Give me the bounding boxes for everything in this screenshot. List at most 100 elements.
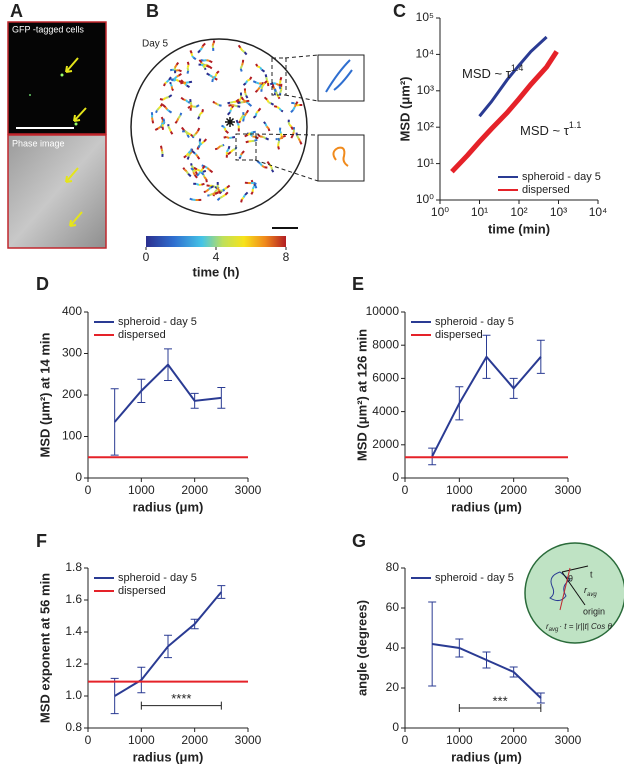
track-segment	[242, 118, 245, 122]
track-segment	[236, 122, 240, 126]
track-segment	[178, 73, 182, 77]
track-segment	[189, 101, 193, 106]
x-tick-label: 3000	[235, 483, 262, 497]
track-segment	[227, 151, 232, 156]
track-segment	[187, 132, 192, 136]
y-axis-label: MSD (μm²) at 126 min	[354, 329, 369, 461]
track-segment	[197, 116, 201, 120]
track-segment	[185, 99, 189, 103]
track-segment	[252, 135, 256, 138]
panel-label: F	[36, 531, 47, 551]
track-segment	[209, 169, 214, 174]
track-segment	[246, 78, 251, 82]
track-segment	[213, 188, 218, 193]
y-tick-label: 80	[386, 560, 400, 574]
track-segment	[287, 122, 291, 126]
error-bar	[217, 585, 226, 599]
track-segment	[226, 136, 230, 139]
track-segment	[235, 98, 240, 103]
track-segment	[238, 156, 242, 160]
x-tick-label: 3000	[555, 733, 582, 747]
track-segment	[222, 143, 225, 147]
track-segment	[178, 69, 182, 73]
track-segment	[241, 49, 246, 53]
error-bar	[164, 348, 172, 381]
track-segment	[261, 68, 266, 73]
track-segment	[169, 81, 172, 85]
error-bar	[164, 634, 172, 659]
track-segment	[187, 172, 192, 178]
panel-label: C	[393, 1, 406, 21]
cell	[29, 94, 31, 96]
track-segment	[280, 109, 284, 113]
legend-label: dispersed	[435, 329, 483, 341]
track-segment	[187, 153, 192, 157]
error-bar	[509, 377, 518, 399]
track-segment	[268, 101, 272, 105]
track-segment	[226, 184, 231, 189]
y-tick-label: 2000	[372, 437, 399, 451]
error-bar	[190, 618, 199, 630]
track-segment	[186, 84, 190, 88]
track-segment	[214, 191, 219, 195]
track-segment	[173, 75, 178, 81]
track-segment	[229, 101, 234, 104]
x-tick-label: 10²	[510, 205, 527, 219]
annotation: MSD ~ τ1.1	[520, 120, 581, 138]
error-bar	[482, 651, 491, 669]
panel-label: B	[146, 1, 159, 21]
track-segment	[162, 118, 166, 122]
track-segment	[208, 65, 213, 70]
track-segment	[229, 109, 232, 113]
track-segment	[234, 104, 238, 108]
cell	[74, 122, 78, 126]
track-segment	[205, 188, 210, 193]
track-segment	[293, 103, 297, 108]
x-tick-label: 3000	[235, 733, 262, 747]
track-segment	[195, 182, 200, 186]
arrow	[69, 211, 83, 227]
inset-text: r	[584, 585, 588, 595]
inset-text: · t = |r||t| Cos θ	[559, 622, 612, 631]
x-tick-label: 0	[85, 733, 92, 747]
track-segment	[186, 156, 190, 160]
track-segment	[160, 148, 164, 152]
track-segment	[279, 89, 283, 94]
track-segment	[174, 120, 178, 124]
legend-label: spheroid - day 5	[435, 572, 514, 584]
track-segment	[250, 191, 254, 195]
colorbar-tick-label: 8	[283, 250, 290, 264]
track-segment	[279, 135, 284, 140]
colorbar-label: time (h)	[193, 264, 240, 279]
track-segment	[173, 64, 178, 69]
x-tick-label: 10⁴	[589, 205, 608, 219]
x-tick-label: 2000	[500, 483, 527, 497]
track-segment	[270, 102, 275, 106]
track-segment	[264, 123, 268, 127]
track-segment	[200, 63, 204, 67]
x-axis-label: time (min)	[488, 221, 550, 236]
x-tick-label: 10¹	[471, 205, 488, 219]
track-segment	[212, 75, 217, 80]
error-bar	[509, 666, 518, 678]
y-axis-label: angle (degrees)	[354, 600, 369, 696]
legend-label: spheroid - day 5	[522, 171, 601, 183]
track-segment	[222, 189, 225, 192]
x-tick-label: 10⁰	[431, 205, 449, 219]
panel-label: G	[352, 531, 366, 551]
x-tick-label: 2000	[181, 483, 208, 497]
track-segment	[203, 176, 208, 180]
fluorescence-image	[7, 21, 107, 135]
track-segment	[163, 83, 166, 87]
track-segment	[214, 72, 218, 77]
x-tick-label: 1000	[446, 733, 473, 747]
track-segment	[235, 119, 239, 124]
track-segment	[198, 59, 203, 64]
track-segment	[239, 68, 243, 72]
track-segment	[196, 173, 200, 177]
track-segment	[242, 194, 246, 198]
track-segment	[223, 136, 227, 139]
track-segment	[228, 104, 232, 107]
y-tick-label: 10³	[417, 83, 434, 97]
error-bar	[137, 666, 146, 694]
